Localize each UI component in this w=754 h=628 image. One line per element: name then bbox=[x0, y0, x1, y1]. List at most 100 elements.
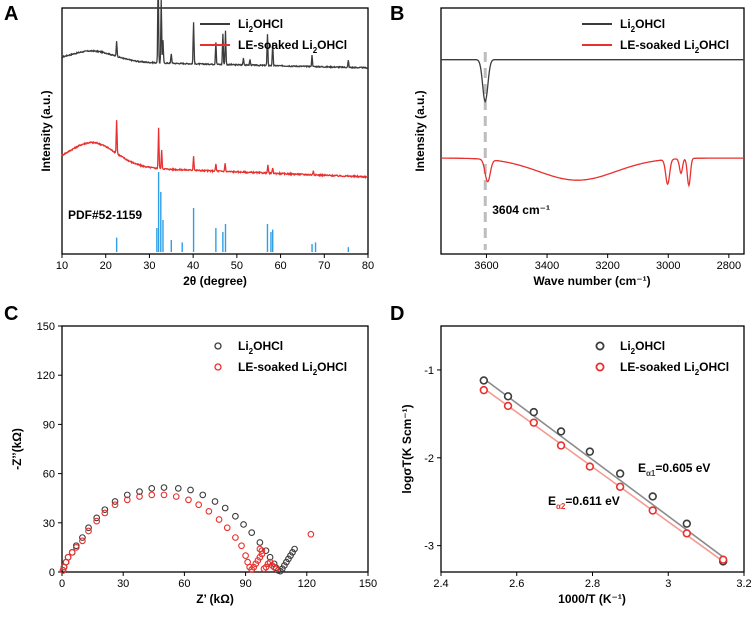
panel-c-point-li2ohcl bbox=[221, 504, 229, 512]
panel-c: C -Z’’(kΩ) Z’ (kΩ) 0 30 60 90 120 150 0 30 60 90 1… bbox=[4, 303, 377, 606]
panel-b-annotation-label: 3604 cm⁻¹ bbox=[492, 203, 550, 217]
panel-d-legend-label: Li2OHCl bbox=[620, 339, 665, 356]
panel-d-legend-marker bbox=[595, 341, 605, 351]
panel-c-point-le-soaked bbox=[254, 557, 262, 564]
panel-c-point-li2ohcl bbox=[262, 547, 270, 555]
panel-d-point-li2ohcl bbox=[529, 407, 538, 417]
panel-c-frame bbox=[61, 325, 369, 573]
panel-c-point-le-soaked bbox=[270, 563, 278, 571]
panel-d-point-li2ohcl bbox=[479, 376, 488, 385]
panel-c-point-li2ohcl bbox=[101, 506, 109, 514]
panel-d-point-li2ohcl bbox=[503, 392, 513, 401]
panel-c-point-li2ohcl bbox=[256, 539, 264, 546]
panel-c-point-li2ohcl bbox=[174, 485, 182, 492]
panel-b-xtick-label: 3600 bbox=[474, 260, 498, 272]
panel-c-point-li2ohcl bbox=[111, 498, 119, 505]
panel-b-frame bbox=[440, 7, 745, 255]
panel-c-ytick-label: 30 bbox=[43, 518, 55, 530]
panel-d-ea2-label: Eα2=0.611 eV bbox=[548, 494, 620, 511]
panel-c-point-le-soaked bbox=[160, 491, 168, 499]
panel-d-xtick-label: 3 bbox=[665, 578, 671, 590]
panel-c-legend-marker bbox=[214, 342, 222, 350]
panel-b-xtick-label: 3000 bbox=[656, 260, 680, 272]
panel-b-letter: B bbox=[390, 3, 404, 25]
panel-c-point-li2ohcl bbox=[281, 562, 288, 569]
panel-d-point-le-soaked bbox=[718, 555, 728, 564]
panel-a-xtick-label: 80 bbox=[362, 260, 374, 272]
panel-a-legend-label: Li2OHCl bbox=[238, 17, 283, 34]
panel-a-xtick-label: 50 bbox=[231, 260, 243, 272]
panel-c-xtick-label: 30 bbox=[117, 578, 129, 590]
panel-d-xtick-label: 2.4 bbox=[433, 578, 448, 590]
panel-c-point-le-soaked bbox=[256, 545, 264, 553]
panel-c-point-le-soaked bbox=[123, 496, 131, 504]
panel-c-point-le-soaked bbox=[307, 530, 315, 538]
panel-c-ytick-label: 90 bbox=[43, 419, 55, 431]
panel-c-point-le-soaked bbox=[185, 496, 192, 504]
panel-c-point-le-soaked bbox=[72, 544, 80, 551]
panel-c-point-li2ohcl bbox=[85, 524, 92, 532]
panel-c-point-le-soaked bbox=[85, 527, 92, 535]
panel-c-point-le-soaked bbox=[195, 501, 203, 509]
panel-c-point-le-soaked bbox=[205, 507, 213, 515]
panel-b: B Intensity (a.u.) Wave number (cm⁻¹) 36… bbox=[390, 3, 745, 288]
panel-a-legend-label: LE-soaked Li2OHCl bbox=[238, 38, 347, 55]
panel-d-ea1-label: Eα1=0.605 eV bbox=[638, 461, 710, 478]
panel-d: D logσT(K Scm⁻¹) 1000/T (K⁻¹) 2.4 2.6 2.8 3… bbox=[390, 303, 752, 606]
panel-c-point-li2ohcl bbox=[93, 514, 101, 522]
panel-b-xtick-label: 3200 bbox=[595, 260, 619, 272]
panel-d-point-le-soaked bbox=[556, 441, 566, 450]
panel-c-ytick-label: 60 bbox=[43, 469, 55, 481]
panel-c-xtick-label: 90 bbox=[239, 578, 251, 590]
panel-c-point-le-soaked bbox=[68, 548, 76, 556]
panel-c-point-le-soaked bbox=[111, 501, 119, 509]
panel-c-ylabel: -Z’’(kΩ) bbox=[10, 428, 24, 470]
panel-c-xtick-label: 120 bbox=[298, 578, 316, 590]
panel-a-series-li2ohcl bbox=[61, 0, 369, 70]
panel-c-point-le-soaked bbox=[59, 567, 67, 574]
panel-c-point-li2ohcl bbox=[248, 529, 256, 536]
panel-d-point-le-soaked bbox=[682, 529, 692, 538]
panel-d-fit-li2ohcl bbox=[483, 378, 724, 558]
panel-c-point-li2ohcl bbox=[160, 484, 168, 491]
panel-b-series-le-soaked bbox=[441, 157, 744, 188]
panel-c-ytick-label: 0 bbox=[49, 567, 55, 579]
panel-c-point-le-soaked bbox=[223, 524, 231, 532]
panel-c-point-li2ohcl bbox=[232, 512, 239, 520]
panel-c-point-le-soaked bbox=[215, 516, 223, 523]
panel-c-legend-label: LE-soaked Li2OHCl bbox=[238, 360, 347, 377]
panel-c-point-le-soaked bbox=[266, 558, 274, 566]
panel-c-point-le-soaked bbox=[238, 542, 245, 550]
panel-d-letter: D bbox=[390, 303, 404, 325]
panel-c-point-le-soaked bbox=[148, 491, 156, 499]
panel-d-legend-marker bbox=[595, 362, 605, 372]
panel-d-ytick-label: -1 bbox=[424, 365, 434, 377]
panel-b-series-li2ohcl bbox=[441, 59, 744, 103]
panel-a-xtick-label: 40 bbox=[187, 260, 199, 272]
panel-c-point-li2ohcl bbox=[79, 534, 86, 541]
panel-c-point-le-soaked bbox=[64, 553, 72, 561]
panel-a: A Intensity (a.u.) 2θ (degree) 10 20 30 40 5… bbox=[4, 0, 374, 288]
panel-d-point-le-soaked bbox=[585, 462, 595, 471]
panel-c-point-li2ohcl bbox=[240, 521, 247, 528]
panel-d-xtick-label: 2.6 bbox=[509, 578, 524, 590]
panel-d-point-li2ohcl bbox=[556, 427, 566, 436]
panel-c-point-li2ohcl bbox=[287, 552, 294, 559]
panel-c-xtick-label: 150 bbox=[359, 578, 377, 590]
panel-a-xtick-label: 10 bbox=[56, 260, 68, 272]
panel-a-xlabel: 2θ (degree) bbox=[183, 274, 247, 288]
panel-c-point-le-soaked bbox=[258, 547, 266, 555]
panel-d-point-li2ohcl bbox=[682, 519, 692, 528]
panel-c-point-li2ohcl bbox=[283, 558, 290, 566]
panel-a-xtick-label: 60 bbox=[274, 260, 286, 272]
panel-c-point-li2ohcl bbox=[199, 491, 207, 499]
panel-a-xtick-label: 20 bbox=[100, 260, 112, 272]
panel-d-point-le-soaked bbox=[648, 506, 657, 515]
panel-c-point-le-soaked bbox=[264, 560, 272, 568]
panel-d-point-le-soaked bbox=[529, 418, 538, 427]
panel-c-xtick-label: 60 bbox=[178, 578, 190, 590]
panel-c-point-le-soaked bbox=[79, 537, 86, 545]
panel-c-point-le-soaked bbox=[252, 560, 260, 568]
panel-c-point-li2ohcl bbox=[266, 553, 274, 561]
